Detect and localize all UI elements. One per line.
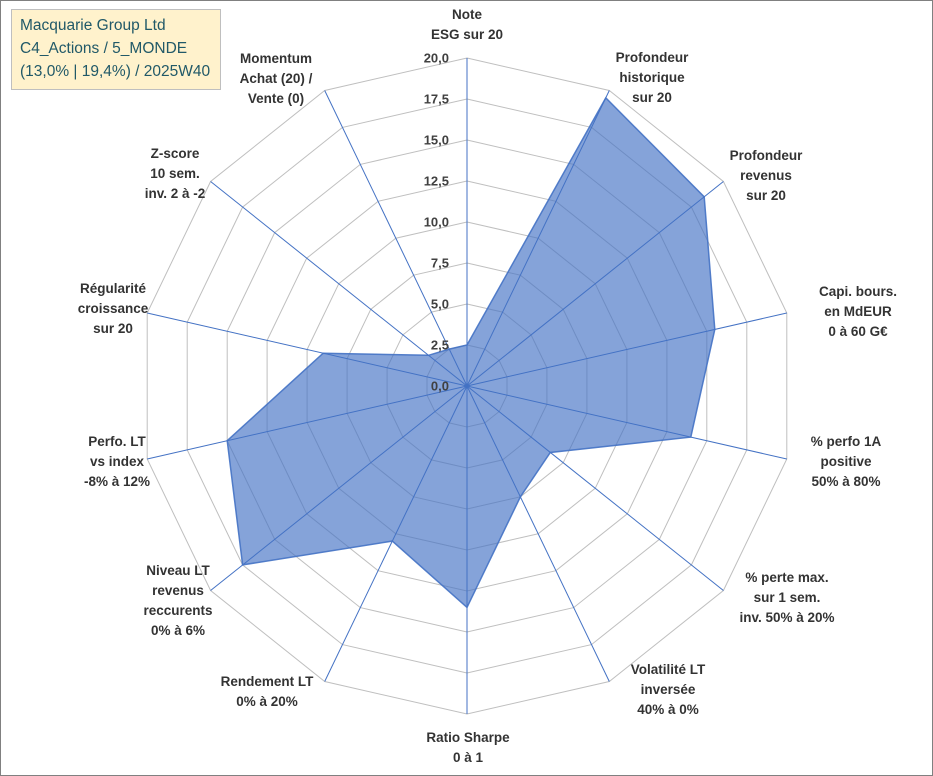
radial-tick-label: 20,0 — [424, 51, 449, 66]
axis-spoke — [210, 181, 468, 387]
radial-tick-label: 5,0 — [431, 297, 449, 312]
data-series-polygon — [226, 96, 716, 609]
radial-tick-label: 15,0 — [424, 133, 449, 148]
radial-tick-label: 17,5 — [424, 92, 449, 107]
title-stats: (13,0% | 19,4%) / 2025W40 — [20, 63, 211, 80]
radial-tick-label: 7,5 — [431, 256, 449, 271]
radial-tick-label: 2,5 — [431, 338, 449, 353]
radial-tick-label: 0,0 — [431, 379, 449, 394]
title-company: Macquarie Group Ltd — [20, 17, 166, 34]
title-category: C4_Actions / 5_MONDE — [20, 40, 188, 57]
radial-tick-label: 12,5 — [424, 174, 449, 189]
chart-title-box: Macquarie Group Ltd C4_Actions / 5_MONDE… — [11, 9, 222, 90]
axis-spoke — [324, 90, 468, 387]
radial-tick-label: 10,0 — [424, 215, 449, 230]
